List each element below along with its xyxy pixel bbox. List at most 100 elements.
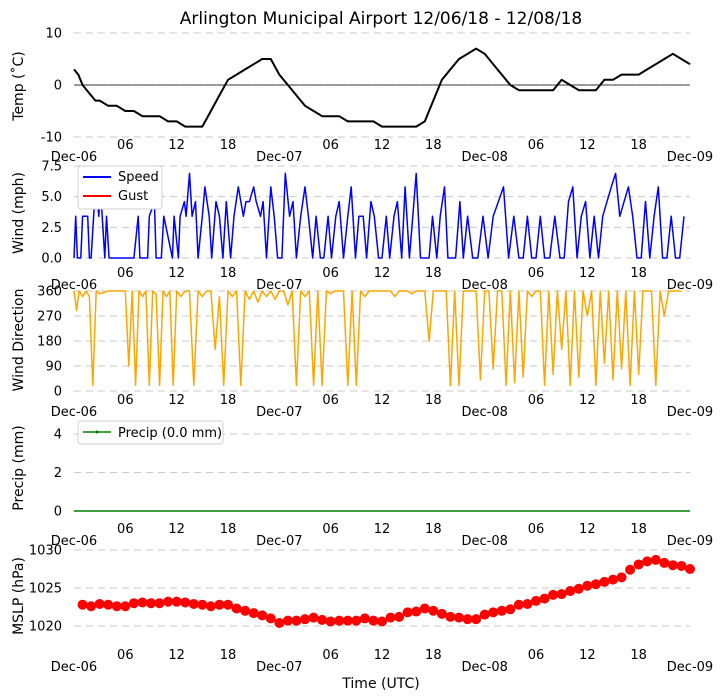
precip-legend-marker [95,430,99,434]
mslp-point [445,611,456,622]
mslp-point [496,605,507,616]
precip-x-tick-label: 18 [425,522,442,537]
precip-x-tick-label: Dec-08 [461,534,507,549]
precip-panel: 0 2 4 Dec-06 06 12 18 Dec-07 06 12 18 Dec-08 06 12 18 D… [11,420,713,550]
wind-direction-panel: 0 90 180 270 360 Dec-06 06 12 18 Dec-07 06 12 18 Dec-… [11,285,713,421]
precip-y-tick-label: 0 [54,505,62,520]
mslp-point [248,608,259,619]
mslp-point [180,597,191,608]
mslp-point [402,607,413,618]
temp-x-tick-label: Dec-08 [461,150,507,165]
temp-y-tick-label: 0 [54,79,62,94]
mslp-y-tick-label: 1030 [29,544,62,559]
mslp-point [257,610,268,621]
precip-x-tick-label: Dec-07 [256,534,302,549]
precip-x-tick-label: 12 [579,522,596,537]
mslp-point [274,617,285,628]
precip-x-tick-label: 06 [322,522,339,537]
wind-x-tick-label: Dec-06 [51,278,97,293]
wind-y-tick-label: 0.0 [41,252,62,267]
temp-x-tick-label: Dec-07 [256,150,302,165]
mslp-point [659,557,670,568]
mslp-point [231,603,242,614]
mslp-point [522,598,533,609]
mslp-point [342,615,353,626]
wind-y-axis-label: Wind (mph) [11,172,27,254]
mslp-point [608,574,618,585]
mslp-point [291,615,302,626]
mslp-point [556,589,567,600]
precip-x-tick-label: Dec-06 [51,534,97,549]
mslp-point [633,559,644,570]
wdir-x-tick-label: 06 [528,393,545,408]
chart-title: Arlington Municipal Airport 12/06/18 - 1… [180,9,582,29]
temp-x-tick-label: 18 [425,138,442,153]
wdir-x-tick-label: 06 [117,393,134,408]
temp-x-tick-label: Dec-09 [667,150,713,165]
mslp-point [428,605,439,616]
wdir-x-tick-label: 06 [322,393,339,408]
temp-x-tick-label: 06 [117,138,134,153]
wdir-x-tick-label: Dec-09 [667,405,713,420]
wind-panel: 0.0 2.5 5.0 7.5 Dec-06 06 12 18 Dec-07 06 12 18 Dec-… [11,160,713,294]
wind-x-tick-label: Dec-09 [667,278,713,293]
wind-series-line [73,172,685,259]
wind-legend: Speed Gust [77,165,163,210]
wdir-y-tick-label: 360 [37,285,62,300]
mslp-point [394,611,405,622]
mslp-x-tick-label: 06 [322,648,339,663]
temp-panel: -10 0 10 Dec-06 06 12 18 Dec-07 06 12 18 Dec-08 06 12… [10,27,713,166]
x-axis-label: Time (UTC) [341,676,419,692]
temp-x-tick-label: Dec-06 [51,150,97,165]
mslp-point [419,603,430,614]
mslp-point [368,615,379,626]
mslp-point [548,589,559,600]
mslp-x-tick-label: 18 [425,648,442,663]
mslp-point [539,593,550,604]
wind-x-tick-label: 18 [425,266,442,281]
mslp-point [128,598,139,609]
wdir-x-tick-label: Dec-06 [51,405,97,420]
mslp-point [454,612,464,623]
mslp-point [111,601,122,612]
mslp-point [685,564,695,574]
mslp-point [359,613,370,624]
mslp-x-tick-label: 12 [168,648,185,663]
wind-x-tick-label: Dec-07 [256,278,302,293]
precip-x-tick-label: 18 [220,522,237,537]
mslp-point [436,608,447,619]
temp-x-tick-label: 18 [220,138,237,153]
mslp-point [513,599,524,610]
wind-x-tick-label: 12 [168,266,185,281]
temp-x-tick-label: 12 [374,138,391,153]
mslp-point [479,609,490,620]
mslp-point [308,612,319,623]
mslp-y-tick-label: 1020 [29,620,62,635]
mslp-point [282,615,293,626]
precip-plot-area: 0 2 4 Dec-06 06 12 18 Dec-07 06 12 18 Dec-08 06 12 18 D… [51,428,713,550]
temp-y-tick-label: 10 [45,27,62,42]
mslp-x-tick-label: Dec-09 [667,660,713,675]
mslp-point [265,613,276,624]
mslp-point [471,614,482,625]
mslp-y-tick-label: 1025 [29,582,62,597]
mslp-point [676,560,687,571]
wind-direction-y-axis-label: Wind Direction [11,289,27,392]
mslp-point [573,583,584,594]
precip-x-tick-label: 12 [168,522,185,537]
precip-legend: Precip (0.0 mm) [77,420,224,445]
mslp-point [120,601,131,612]
precip-x-tick-label: Dec-09 [667,534,713,549]
mslp-x-tick-label: 12 [374,648,391,663]
wdir-x-tick-label: 12 [168,393,185,408]
mslp-point [650,554,661,565]
mslp-point [86,601,97,612]
mslp-point [531,595,541,606]
mslp-point [223,599,233,610]
precip-x-tick-label: 18 [630,522,647,537]
mslp-point [351,615,362,626]
mslp-point [642,556,653,567]
temp-x-tick-label: 12 [579,138,596,153]
precip-x-tick-label: 12 [374,522,391,537]
